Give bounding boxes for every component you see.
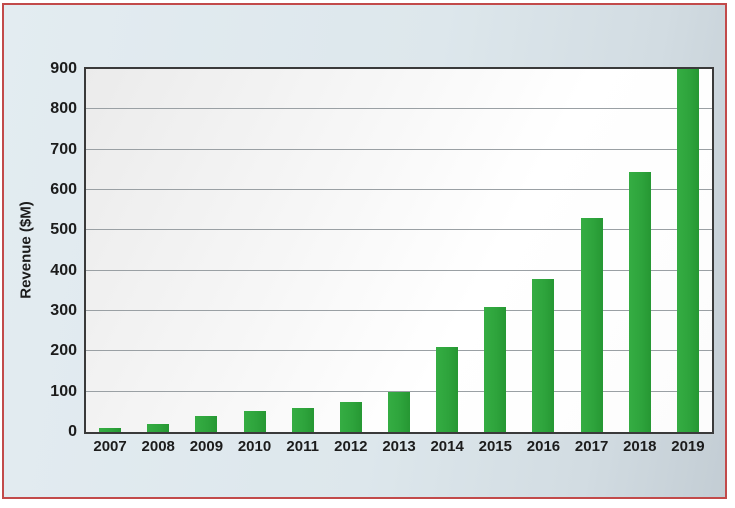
plot-area	[84, 67, 714, 434]
y-tick-label-600: 600	[50, 181, 77, 198]
gridline-500	[86, 229, 712, 231]
x-tick-label-2013: 2013	[382, 438, 416, 455]
gridline-700	[86, 148, 712, 150]
gridline-800	[86, 108, 712, 110]
x-axis-tick-labels: 2007 2008 2009 2010 2011 2012 2013 2014 2015 2016…	[86, 438, 712, 458]
bar-2011	[291, 407, 314, 432]
gridline-300	[86, 310, 712, 311]
y-tick-label-800: 800	[50, 100, 77, 118]
bar-2018	[628, 171, 651, 432]
bar-2019	[676, 69, 699, 432]
bar-2007	[99, 427, 122, 432]
x-tick-label-2012: 2012	[334, 438, 368, 455]
gridline-200	[86, 350, 712, 352]
x-tick-label-2016: 2016	[526, 438, 561, 455]
x-tick-label-2018: 2018	[623, 438, 657, 455]
bar-2012	[339, 401, 362, 432]
x-tick-label-2019: 2019	[671, 438, 705, 455]
x-tick-label-2008: 2008	[141, 438, 175, 455]
bar-2009	[195, 415, 218, 432]
y-tick-label-300: 300	[50, 302, 77, 319]
gridline-400	[86, 269, 712, 271]
bar-2010	[243, 411, 266, 432]
x-tick-label-2009: 2009	[189, 438, 224, 455]
y-tick-label-200: 200	[50, 342, 77, 360]
x-tick-label-2017: 2017	[574, 438, 609, 455]
bar-2017	[580, 218, 603, 432]
x-tick-label-2010: 2010	[237, 438, 272, 455]
y-tick-label-900: 900	[50, 60, 77, 77]
bar-2013	[388, 391, 410, 432]
x-tick-label-2014: 2014	[430, 438, 464, 455]
y-tick-label-500: 500	[50, 221, 77, 239]
bar-2008	[147, 423, 170, 432]
x-tick-label-2015: 2015	[478, 438, 512, 455]
y-tick-label-0: 0	[68, 423, 77, 440]
y-axis-tick-labels: 0 100 200 300 400 500 600 700 800 900	[4, 60, 77, 440]
x-tick-label-2007: 2007	[93, 438, 127, 455]
gridline-100	[86, 390, 712, 392]
gridline-600	[86, 189, 712, 190]
y-tick-label-700: 700	[50, 140, 77, 158]
y-tick-label-400: 400	[50, 261, 77, 279]
x-tick-label-2011: 2011	[286, 438, 319, 455]
bar-2014	[436, 347, 459, 432]
y-tick-label-100: 100	[50, 382, 77, 400]
bar-2015	[484, 306, 507, 432]
chart-frame: Revenue ($M) 0 100 200 300 400 500 600 700 800 90…	[2, 3, 727, 499]
bar-2016	[532, 278, 555, 432]
